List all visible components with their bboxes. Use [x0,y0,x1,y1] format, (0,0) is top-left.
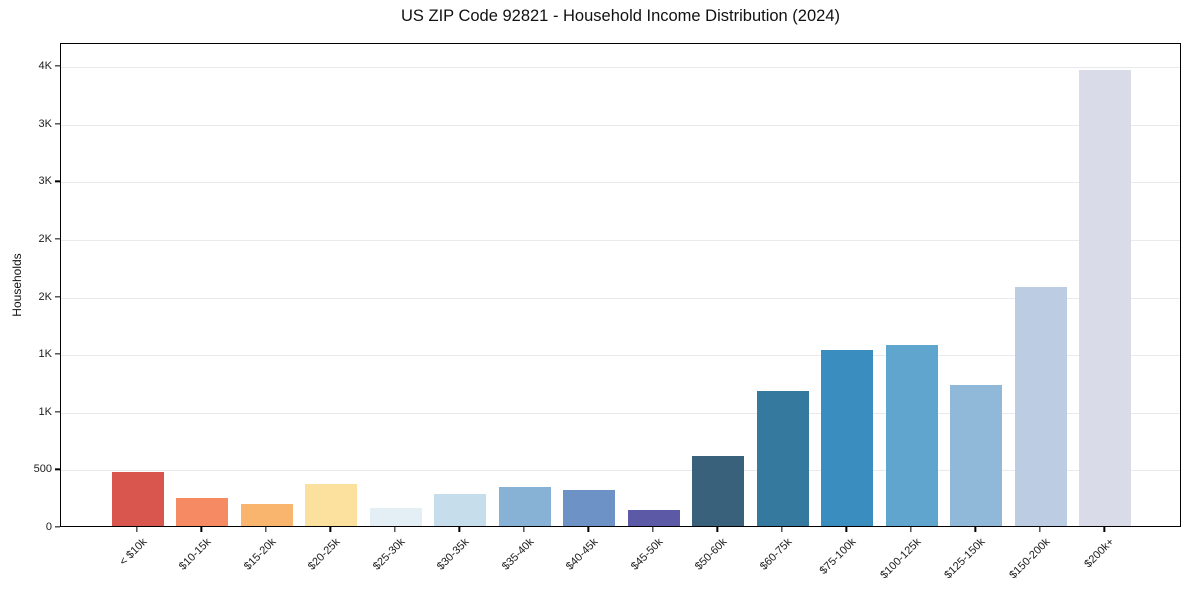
bar [305,483,358,526]
y-axis-label: Households [10,253,24,317]
x-tick-label: $60-75k [757,536,795,573]
y-tick-label: 4K [38,60,52,73]
x-tick-label: $200k+ [1082,536,1117,571]
x-tick-mark [910,527,912,532]
x-tick-mark [587,527,589,532]
x-tick-label: $50-60k [693,536,730,573]
x-tick-mark [1039,527,1041,532]
x-tick-mark [136,527,138,532]
bar [240,504,293,526]
bar [627,509,680,526]
y-tick-label: 0 [45,521,52,533]
y-tick-mark [55,353,60,355]
x-tick-label: $15-20k [241,536,279,573]
x-tick-mark [329,527,331,532]
plot-area [60,43,1181,527]
x-tick-label: $40-45k [564,536,601,573]
x-tick-label: $125-150k [942,536,988,582]
x-tick-label: $35-40k [499,536,537,573]
gridline [61,470,1180,472]
y-tick-mark [55,238,60,240]
gridline [61,412,1180,414]
bar [563,489,616,526]
bar [950,385,1003,526]
bar [369,507,422,526]
bar [498,486,551,526]
y-tick-label: 2K [38,232,52,245]
x-tick-mark [781,527,783,532]
gridline [61,297,1180,299]
gridline [61,239,1180,241]
x-tick-mark [200,527,202,532]
y-tick-label: 500 [33,463,52,476]
y-tick-mark [55,468,60,471]
bar [1079,69,1132,526]
bar [756,391,809,526]
x-tick-mark [845,527,847,532]
x-tick-label: $150-200k [1006,536,1053,582]
x-tick-mark [523,527,525,532]
y-tick-mark [55,180,60,182]
x-tick-label: < $10k [117,536,150,569]
bar [434,494,487,526]
y-tick-mark [55,526,60,528]
y-tick-label: 2K [38,290,52,303]
y-tick-label: 1K [38,348,52,361]
x-tick-mark [652,527,654,532]
bar [692,455,745,526]
bar [111,471,164,526]
bar [885,345,938,526]
x-tick-label: $25-30k [370,536,408,573]
x-tick-label: $10-15k [177,536,214,573]
x-tick-label: $45-50k [628,536,666,573]
chart-title: US ZIP Code 92821 - Household Income Dis… [400,7,840,25]
bar [176,497,229,526]
gridline [61,182,1180,184]
x-tick-mark [394,527,396,532]
bar [1014,287,1067,526]
gridline [61,355,1180,357]
x-tick-label: $20-25k [306,536,343,573]
x-tick-mark [458,527,460,532]
y-tick-label: 3K [38,175,52,188]
y-tick-mark [55,411,60,413]
x-tick-mark [974,527,976,532]
x-tick-label: $75-100k [817,536,859,577]
gridline [61,124,1180,126]
y-tick-mark [55,295,60,298]
bar [821,349,874,526]
gridline [61,67,1180,69]
x-tick-mark [1103,527,1105,532]
y-tick-label: 1K [38,405,52,418]
x-tick-label: $100-125k [877,536,924,582]
x-tick-mark [265,527,267,532]
y-tick-mark [55,123,60,125]
x-tick-mark [716,527,718,532]
x-tick-label: $30-35k [435,536,472,573]
y-tick-mark [55,65,60,67]
y-tick-label: 3K [38,117,52,130]
